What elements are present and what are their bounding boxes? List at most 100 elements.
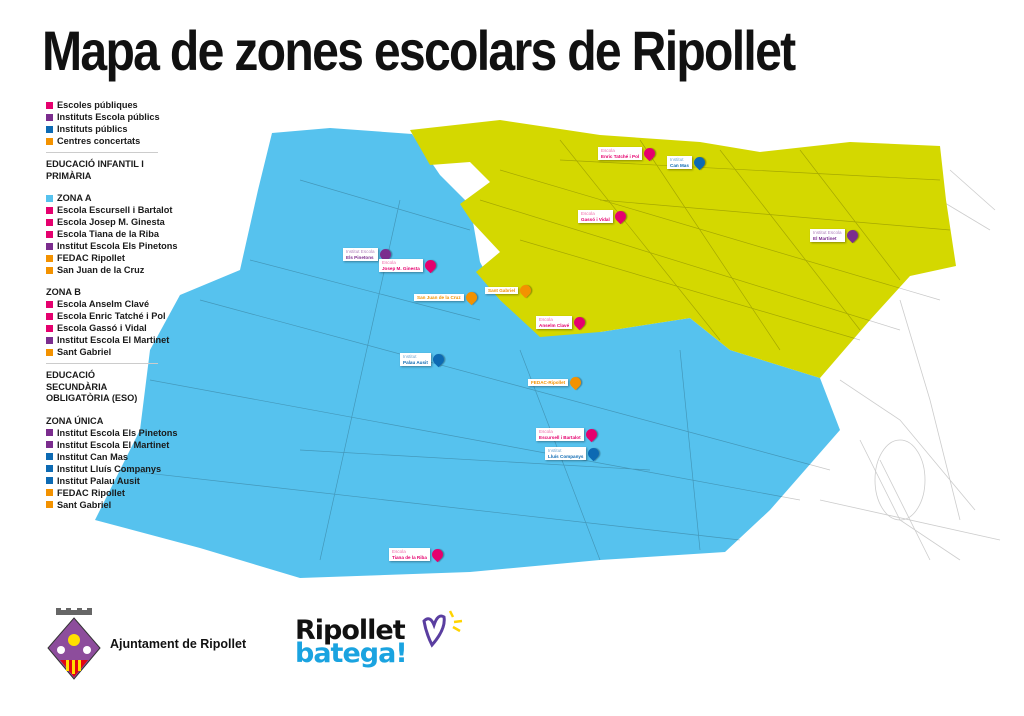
section-heading: EDUCACIÓ INFANTIL I PRIMÀRIA [46, 159, 144, 181]
legend-square-icon [46, 489, 53, 496]
zona-b-area [410, 120, 956, 378]
legend-square-icon [46, 465, 53, 472]
map-pin-icon [583, 426, 599, 443]
map-pin-icon [430, 351, 447, 368]
legend-square-icon [46, 441, 53, 448]
map-pin-icon [517, 282, 534, 299]
zone-label: ZONA ÚNICA [46, 415, 104, 426]
map-pin-icon [641, 145, 658, 162]
school-marker[interactable]: Sant Gabriel [485, 282, 534, 299]
ajuntament-name: Ajuntament de Ripollet [110, 637, 247, 651]
section-heading: EDUCACIÓ SECUNDÀRIA OBLIGATÒRIA (ESO) [46, 370, 138, 403]
legend-square-icon [46, 336, 53, 344]
marker-label: Institut Lluís Companys [545, 447, 587, 460]
map-pin-icon [463, 289, 479, 306]
school-marker[interactable]: Institut Escola El Martinet [810, 227, 860, 244]
legend-square-icon [46, 348, 53, 356]
legend-square-icon [46, 453, 53, 460]
legend-square-icon [46, 266, 53, 274]
map-pin-icon [571, 314, 588, 331]
legend-item: Sant Gabriel [46, 346, 158, 358]
page-title: Mapa de zones escolars de Ripollet [42, 19, 796, 82]
blue-square-icon [46, 125, 53, 133]
ripollet-batega-logo: Ripollet batega! [295, 610, 463, 669]
legend-item: Institut Escola Els Pinetons [46, 240, 177, 252]
legend-item: San Juan de la Cruz [46, 264, 158, 276]
divider [46, 363, 158, 364]
pink-square-icon [46, 101, 53, 109]
school-marker[interactable]: Institut Escola Els Pinetons [343, 246, 393, 263]
outer-roads [819, 169, 1001, 561]
school-marker[interactable]: Institut Lluís Companys [545, 445, 602, 462]
legend-square-icon [46, 254, 53, 262]
school-marker[interactable]: Institut Can Mas [667, 154, 708, 171]
zone-label: ZONA A [57, 193, 92, 203]
zona-a-area [95, 128, 840, 578]
map-pin-icon [612, 208, 629, 225]
map-pin-icon [691, 154, 708, 171]
map-legend: Escoles públiques Instituts Escola públi… [46, 99, 177, 511]
marker-label: Escola Josep M. Ginesta [379, 259, 423, 272]
school-marker[interactable]: Escola Escursell i Bartalot [536, 426, 599, 443]
map-pin-icon [586, 445, 602, 462]
map-pin-icon [422, 257, 439, 274]
legend-type: Instituts Escola públics [46, 111, 160, 123]
legend-item: Institut Can Mas [46, 451, 158, 463]
legend-square-icon [46, 312, 53, 320]
heart-icon [422, 610, 463, 648]
zona-a-square-icon [46, 194, 53, 202]
legend-item: FEDAC Ripollet [46, 487, 158, 499]
legend-item: Escola Tiana de la Riba [46, 228, 159, 240]
school-marker[interactable]: Escola Josep M. Ginesta [379, 257, 439, 274]
legend-item: Institut Palau Ausit [46, 475, 158, 487]
school-marker[interactable]: FEDAC-Ripollet [528, 374, 584, 391]
school-marker[interactable]: Escola Enric Tatché i Pol [598, 145, 658, 162]
marker-label: Escola Tiana de la Riba [389, 548, 430, 561]
legend-square-icon [46, 218, 53, 226]
legend-item: Institut Lluís Companys [46, 463, 161, 475]
legend-item: Institut Escola El Martinet [46, 439, 169, 451]
marker-label: Escola Enric Tatché i Pol [598, 147, 643, 160]
legend-item: Sant Gabriel [46, 499, 158, 511]
marker-label: San Juan de la Cruz [414, 293, 464, 302]
legend-square-icon [46, 477, 53, 484]
legend-square-icon [46, 324, 53, 332]
coat-of-arms-icon [47, 608, 101, 680]
purple-square-icon [46, 113, 53, 121]
map-pin-icon [844, 227, 860, 244]
legend-square-icon [46, 242, 53, 250]
legend-square-icon [46, 300, 53, 308]
marker-label: Sant Gabriel [485, 286, 519, 295]
legend-type: Escoles públiques [46, 99, 158, 111]
legend-square-icon [46, 206, 53, 214]
marker-label: Institut Can Mas [667, 156, 692, 169]
legend-item: Escola Josep M. Ginesta [46, 216, 165, 228]
divider [46, 152, 158, 153]
marker-label: Escola Anselm Clavé [536, 316, 573, 329]
legend-item: Institut Escola Els Pinetons [46, 427, 177, 439]
marker-label: FEDAC-Ripollet [528, 378, 569, 387]
legend-item: FEDAC Ripollet [46, 252, 158, 264]
school-marker[interactable]: Institut Palau Ausit [400, 351, 447, 368]
marker-label: Institut Escola El Martinet [810, 229, 845, 242]
legend-item: Escola Enric Tatché i Pol [46, 310, 166, 322]
map-pin-icon [429, 546, 446, 563]
marker-label: Escola Escursell i Bartalot [536, 428, 584, 441]
map-pin-icon [567, 374, 584, 391]
zone-label: ZONA B [46, 287, 81, 297]
orange-square-icon [46, 137, 53, 145]
school-marker[interactable]: Escola Anselm Clavé [536, 314, 588, 331]
legend-item: Institut Escola El Martinet [46, 334, 169, 346]
school-marker[interactable]: Escola Tiana de la Riba [389, 546, 446, 563]
school-marker[interactable]: San Juan de la Cruz [414, 289, 479, 306]
legend-item: Escola Gassó i Vidal [46, 322, 158, 334]
legend-item: Escola Escursell i Bartalot [46, 204, 172, 216]
legend-square-icon [46, 230, 53, 238]
legend-item: Escola Anselm Clavé [46, 298, 158, 310]
marker-label: Institut Escola Els Pinetons [343, 248, 378, 261]
legend-square-icon [46, 501, 53, 508]
legend-type: Instituts públics [46, 123, 158, 135]
marker-label: Institut Palau Ausit [400, 353, 431, 366]
school-marker[interactable]: Escola Gassó i Vidal [578, 208, 629, 225]
ajuntament-logo: Ajuntament de Ripollet [46, 608, 246, 680]
